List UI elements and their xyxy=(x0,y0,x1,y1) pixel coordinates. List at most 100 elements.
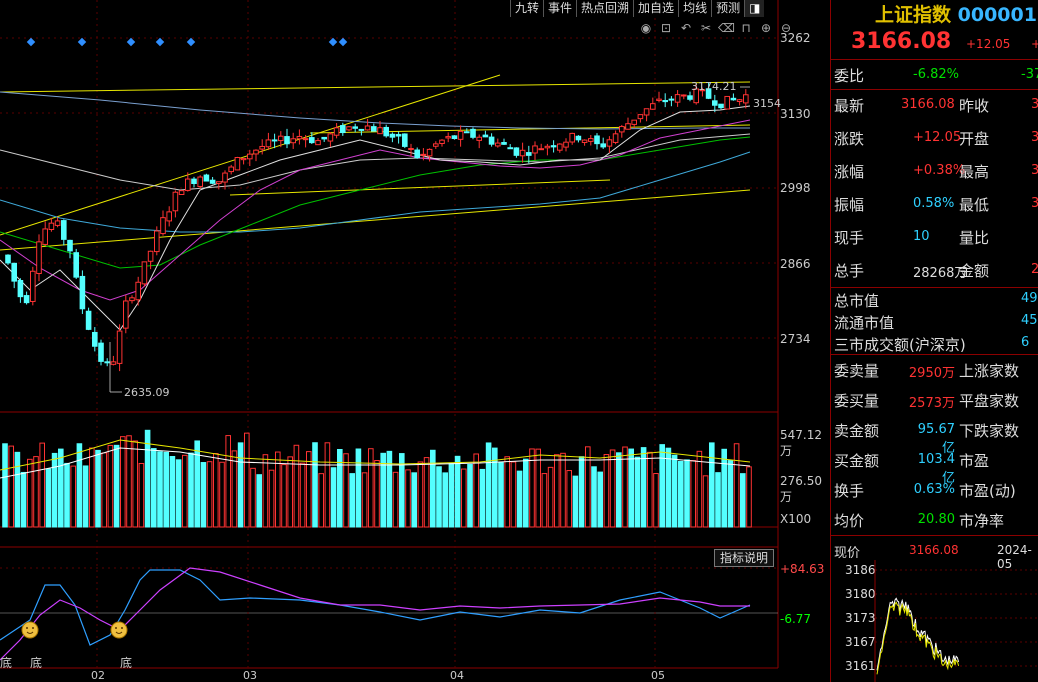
smile-icon-mouth xyxy=(115,631,123,634)
candle-body xyxy=(501,141,507,145)
candle-body xyxy=(73,252,80,278)
order-row: 买金额 103.4亿 市盈 xyxy=(831,445,1038,486)
candle-body xyxy=(532,145,538,154)
stat-value: +0.38% xyxy=(913,163,966,178)
bottom-mark: 底 xyxy=(120,656,133,670)
volume-bar xyxy=(715,472,721,528)
order-label-2: 市盈 xyxy=(959,452,990,470)
volume-bar xyxy=(616,452,622,528)
candle-body xyxy=(104,361,111,364)
weibi-value: -6.82% xyxy=(913,67,959,82)
intraday-mini-chart[interactable]: 3186 3180 3173 3167 3161 xyxy=(831,560,1038,682)
smile-icon xyxy=(21,621,39,639)
trend-line xyxy=(0,81,751,93)
order-value: 0.63% xyxy=(913,482,955,497)
stat-label-2: 最高 xyxy=(959,163,990,181)
volume-bar xyxy=(671,454,678,528)
volume-bar xyxy=(485,442,492,528)
smile-icon-eye xyxy=(121,627,123,629)
candle-body xyxy=(488,136,495,145)
volume-bar xyxy=(566,470,573,528)
clear-icon[interactable]: ⌫ xyxy=(718,21,735,35)
volume-bar xyxy=(628,448,635,528)
candle-body xyxy=(526,152,532,156)
market-value: 6 xyxy=(1021,335,1030,350)
volume-bar xyxy=(256,474,262,528)
indicator-line xyxy=(0,567,750,661)
candle-body xyxy=(612,133,619,143)
undo-icon[interactable]: ↶ xyxy=(680,21,692,35)
last-label: 3154 xyxy=(753,97,781,110)
vol-ma xyxy=(0,439,751,471)
candle-body xyxy=(79,275,86,310)
volume-bar xyxy=(479,468,486,528)
volume-bar xyxy=(250,467,256,528)
volume-bar xyxy=(653,473,659,528)
tb-hotspot-button[interactable]: 热点回溯 xyxy=(576,0,633,17)
candle-body xyxy=(402,133,408,147)
volume-bar xyxy=(64,462,70,528)
candle-body xyxy=(278,135,284,142)
stat-row: 涨幅 +0.38% 最高 3 xyxy=(831,156,1038,186)
market-value: 455 xyxy=(1021,313,1038,328)
candle-body xyxy=(253,149,259,155)
volume-bar xyxy=(8,445,14,528)
stat-value-2: 3 xyxy=(1031,97,1038,112)
scissors-icon[interactable]: ✂ xyxy=(700,21,712,35)
volume-bar xyxy=(591,466,597,528)
chart-toolbar: 九转 事件 热点回溯 加自选 均线 预测 ◨ xyxy=(510,0,765,17)
order-label: 委买量 xyxy=(834,392,880,410)
volume-bar xyxy=(386,450,393,528)
x-tick: 04 xyxy=(450,669,464,682)
high-label: 3174.21 xyxy=(691,80,737,93)
event-marker xyxy=(126,37,136,47)
kline-svg[interactable] xyxy=(0,0,830,682)
candle-body xyxy=(110,361,117,365)
index-title[interactable]: 上证指数 000001 xyxy=(875,0,1037,27)
volume-bar xyxy=(14,451,21,528)
tb-add-watch-button[interactable]: 加自选 xyxy=(633,0,678,17)
volume-bar xyxy=(368,448,374,528)
order-row: 换手 0.63% 市盈(动) xyxy=(831,475,1038,505)
zoom-in-icon[interactable]: ⊕ xyxy=(760,21,772,35)
indicator-info-button[interactable]: 指标说明 xyxy=(714,549,775,567)
stat-value: 3166.08 xyxy=(901,97,955,112)
pin-icon[interactable]: ◨ xyxy=(744,0,765,17)
volume-bar xyxy=(659,444,666,528)
volume-bar xyxy=(399,453,405,528)
volume-bar xyxy=(281,464,287,528)
volume-bar xyxy=(634,456,641,528)
candle-body xyxy=(92,331,98,347)
candle-body xyxy=(736,99,743,102)
candle-body xyxy=(433,143,439,147)
volume-bar xyxy=(361,472,368,528)
volume-bar xyxy=(733,443,740,528)
ind-tick-low: -6.77 xyxy=(780,612,812,626)
volume-bar xyxy=(746,466,752,528)
y-tick: 2734 xyxy=(780,332,811,346)
lock-icon[interactable]: ⊓ xyxy=(741,21,751,35)
zoom-out-icon[interactable]: ⊖ xyxy=(780,21,792,35)
event-marker xyxy=(77,37,87,47)
candle-body xyxy=(495,142,501,147)
volume-bar xyxy=(337,448,343,528)
candle-body xyxy=(284,136,290,145)
ma-line xyxy=(0,136,751,269)
tb-ma-button[interactable]: 均线 xyxy=(678,0,711,17)
candle-body xyxy=(439,139,445,144)
tb-events-button[interactable]: 事件 xyxy=(543,0,576,17)
volume-bar xyxy=(448,462,455,528)
volume-bar xyxy=(107,444,114,528)
volume-bar xyxy=(262,454,269,528)
lock-icon[interactable]: ⊡ xyxy=(660,21,672,35)
tb-forecast-button[interactable]: 预测 xyxy=(711,0,744,17)
volume-bar xyxy=(560,452,566,528)
candle-body xyxy=(271,139,278,142)
volume-bar xyxy=(324,442,331,528)
chart-area[interactable]: 九转 事件 热点回溯 加自选 均线 预测 ◨ ◉ ⊡ ↶ ✂ ⌫ ⊓ ⊕ ⊖ 3… xyxy=(0,0,830,682)
market-row: 三市成交额(沪深京) 6 xyxy=(831,332,1038,354)
eye-icon[interactable]: ◉ xyxy=(640,21,652,35)
candle-body xyxy=(420,153,427,156)
tb-jiuzhuan-button[interactable]: 九转 xyxy=(510,0,543,17)
volume-bar xyxy=(89,447,95,528)
